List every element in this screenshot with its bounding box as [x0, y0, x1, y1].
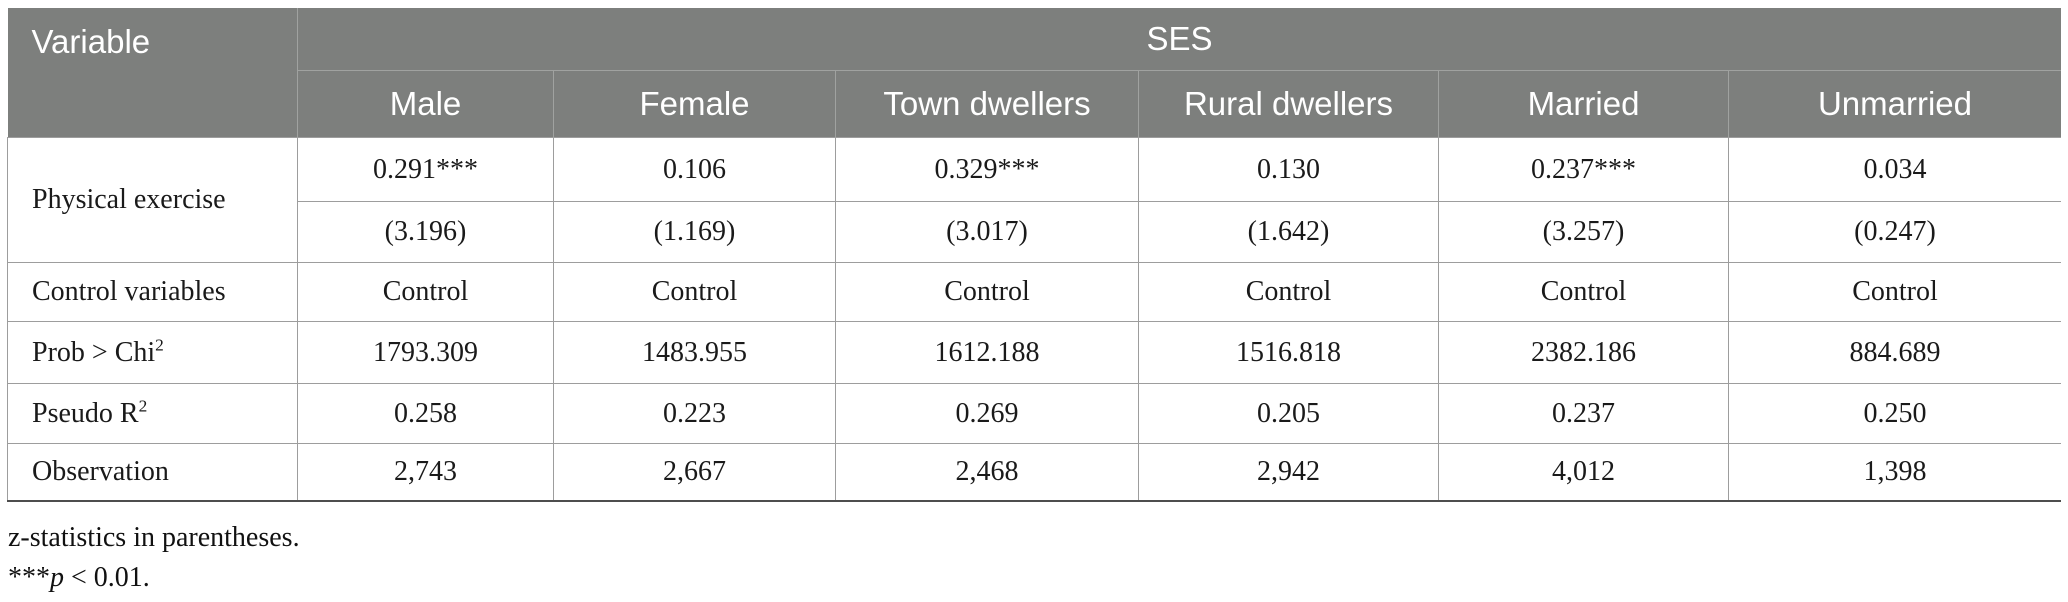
- superscript: 2: [155, 335, 164, 355]
- footnote-z-statistics: z-statistics in parentheses.: [8, 522, 300, 553]
- table-cell: 0.269: [835, 383, 1139, 444]
- significance-p: p: [50, 561, 64, 593]
- table-cell: Control: [1138, 262, 1439, 322]
- table-row-pseudo-r2: Pseudo R2 0.258 0.223 0.269 0.205 0.237 …: [7, 383, 2061, 444]
- table-cell: 2,667: [553, 443, 836, 502]
- table-cell: 0.250: [1728, 383, 2061, 444]
- table-cell: 0.205: [1138, 383, 1439, 444]
- row-label-observation: Observation: [7, 443, 298, 502]
- footnote-significance: ***p < 0.01.: [8, 558, 2068, 598]
- table-cell: 1793.309: [297, 321, 554, 384]
- column-header-married: Married: [1438, 70, 1729, 138]
- table-cell: (1.642): [1138, 201, 1439, 263]
- row-label-pseudo-r2: Pseudo R2: [7, 383, 298, 444]
- table-cell: 0.106: [553, 137, 836, 202]
- column-header-rural-dwellers: Rural dwellers: [1138, 70, 1439, 138]
- table-cell: 2382.186: [1438, 321, 1729, 384]
- table-cell: 0.329***: [835, 137, 1139, 202]
- table-cell: 4,012: [1438, 443, 1729, 502]
- table-cell: (0.247): [1728, 201, 2061, 263]
- table-header: Variable SES Male Female Town dwellers R…: [7, 8, 2061, 138]
- table-cell: 0.223: [553, 383, 836, 444]
- paper-table-figure: Variable SES Male Female Town dwellers R…: [0, 8, 2068, 602]
- table-cell: (3.257): [1438, 201, 1729, 263]
- row-label-physical-exercise: Physical exercise: [7, 137, 298, 263]
- header-subcolumn-row: Male Female Town dwellers Rural dwellers…: [8, 70, 2061, 138]
- superscript: 2: [138, 396, 148, 416]
- table-cell: 0.258: [297, 383, 554, 444]
- table-cell: 1516.818: [1138, 321, 1439, 384]
- column-header-female: Female: [553, 70, 836, 138]
- column-header-male: Male: [297, 70, 554, 138]
- table-cell: 2,468: [835, 443, 1139, 502]
- table-cell: 1,398: [1728, 443, 2061, 502]
- table-row-prob-chi2: Prob > Chi2 1793.309 1483.955 1612.188 1…: [7, 321, 2061, 384]
- table-row-control-variables: Control variables Control Control Contro…: [7, 262, 2061, 322]
- significance-stars: ***: [8, 561, 50, 593]
- table-cell: 0.130: [1138, 137, 1439, 202]
- table-cell: (1.169): [553, 201, 836, 263]
- table-cell: Control: [835, 262, 1139, 322]
- significance-threshold: < 0.01.: [64, 561, 150, 593]
- table-cell: 0.034: [1728, 137, 2061, 202]
- column-header-variable: Variable: [7, 8, 298, 138]
- regression-results-table: Variable SES Male Female Town dwellers R…: [7, 8, 2061, 502]
- column-group-header-ses: SES: [297, 8, 2061, 71]
- table-cell: Control: [297, 262, 554, 322]
- table-cell: Control: [1438, 262, 1729, 322]
- table-row-z-statistics: (3.196) (1.169) (3.017) (1.642) (3.257) …: [8, 201, 2061, 263]
- table-cell: 0.291***: [297, 137, 554, 202]
- table-body: Physical exercise 0.291*** 0.106 0.329**…: [7, 137, 2061, 502]
- table-cell: 1612.188: [835, 321, 1139, 384]
- table-cell: Control: [553, 262, 836, 322]
- table-cell: (3.196): [297, 201, 554, 263]
- row-label-text: Prob > Chi: [32, 336, 156, 368]
- table-row-observation: Observation 2,743 2,667 2,468 2,942 4,01…: [7, 443, 2061, 502]
- column-header-unmarried: Unmarried: [1728, 70, 2061, 138]
- row-label-prob-chi2: Prob > Chi2: [7, 321, 298, 384]
- table-cell: Control: [1728, 262, 2061, 322]
- row-label-text: Pseudo R: [32, 397, 139, 429]
- table-cell: (3.017): [835, 201, 1139, 263]
- column-header-town-dwellers: Town dwellers: [835, 70, 1139, 138]
- table-cell: 0.237***: [1438, 137, 1729, 202]
- table-cell: 2,942: [1138, 443, 1439, 502]
- table-footnotes: z-statistics in parentheses. ***p < 0.01…: [8, 518, 2068, 598]
- table-cell: 884.689: [1728, 321, 2061, 384]
- table-cell: 2,743: [297, 443, 554, 502]
- table-cell: 0.237: [1438, 383, 1729, 444]
- header-group-row: Variable SES: [7, 8, 2061, 138]
- table-row-coefficients: Physical exercise 0.291*** 0.106 0.329**…: [7, 137, 2061, 263]
- table-cell: 1483.955: [553, 321, 836, 384]
- row-label-control-variables: Control variables: [7, 262, 298, 322]
